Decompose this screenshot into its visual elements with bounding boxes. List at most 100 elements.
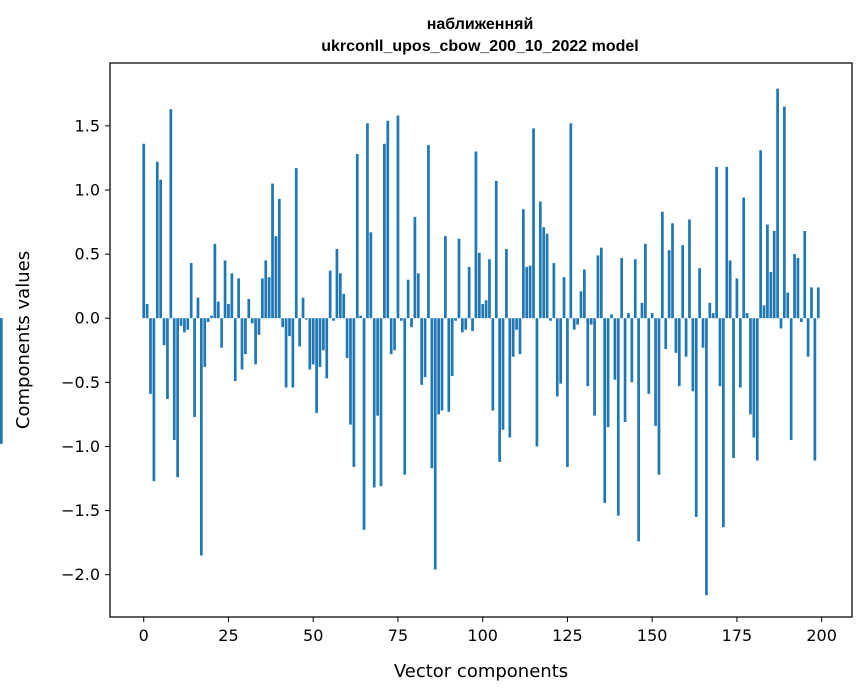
bar [722, 318, 725, 528]
bar [335, 248, 339, 319]
bar [603, 318, 607, 503]
bar [650, 313, 654, 319]
x-tick-label: 75 [388, 626, 408, 645]
x-tick-label: 125 [552, 626, 583, 645]
bar [705, 318, 708, 596]
bar [247, 298, 251, 319]
bar [813, 318, 817, 461]
bar [155, 161, 159, 319]
chart-title-line-2: ukrconll_upos_cbow_200_10_2022 model [321, 38, 638, 55]
bar [362, 318, 366, 530]
bar [427, 145, 430, 319]
bar [474, 151, 478, 319]
bar [772, 231, 776, 319]
bar [525, 266, 529, 319]
y-tick-label: 0.0 [75, 309, 100, 328]
bar [433, 318, 437, 570]
bar [532, 128, 535, 319]
bar [708, 302, 712, 319]
bar [257, 318, 261, 335]
bar [569, 123, 573, 319]
bar [338, 273, 342, 319]
bar [508, 318, 512, 438]
bar [562, 277, 566, 319]
bar [440, 318, 444, 411]
y-tick-label: −1.0 [61, 437, 100, 456]
bar [745, 313, 749, 319]
bar [572, 318, 576, 330]
bar [189, 263, 193, 319]
bar [376, 318, 379, 416]
bar [477, 252, 481, 319]
bar [277, 198, 281, 319]
bar [786, 292, 790, 319]
bar [599, 247, 603, 319]
y-axis-label: Components values [13, 251, 34, 429]
bar [250, 318, 254, 324]
bar [647, 318, 651, 394]
bar [383, 143, 386, 319]
bar [725, 166, 729, 319]
bar [793, 254, 796, 319]
bar [511, 318, 515, 357]
bar [674, 318, 678, 353]
x-tick-label: 50 [303, 626, 323, 645]
bar [227, 304, 230, 319]
bar [796, 257, 800, 319]
bar [308, 318, 312, 370]
bar [457, 238, 461, 319]
bar [423, 318, 427, 378]
bar [799, 318, 803, 323]
bar [298, 318, 302, 347]
bar [244, 318, 247, 355]
bar [694, 318, 698, 517]
bar [399, 318, 403, 321]
bar [291, 318, 295, 388]
bar [505, 248, 508, 319]
bar [783, 106, 786, 319]
bar [522, 209, 525, 319]
bar [230, 273, 234, 319]
bar [701, 318, 705, 348]
bar [0, 318, 3, 444]
bar [589, 318, 593, 325]
bar [671, 223, 674, 319]
bar [233, 318, 237, 382]
bar [691, 318, 695, 392]
bar [583, 269, 586, 319]
x-axis-label: Vector components [394, 661, 568, 682]
bar [664, 318, 668, 349]
bar [325, 318, 329, 379]
x-tick-label: 150 [637, 626, 668, 645]
bar [481, 304, 485, 319]
bar [538, 201, 542, 319]
bar [620, 257, 624, 319]
bar [240, 318, 244, 370]
bar [393, 318, 396, 351]
bar [718, 318, 722, 387]
bar [596, 255, 600, 319]
bar [406, 279, 410, 319]
bar [284, 318, 288, 388]
bar [518, 318, 522, 355]
bar [183, 318, 186, 333]
bar [806, 318, 810, 357]
y-axis-ticks: −2.0 −1.5 −1.0 −0.5 0.0 0.5 1.0 1.5 [61, 116, 110, 584]
bar [667, 250, 671, 319]
bar [742, 197, 746, 319]
bar [369, 232, 373, 319]
bar [749, 318, 752, 415]
bar [752, 318, 756, 438]
bar [203, 318, 207, 367]
bar [542, 227, 546, 319]
bar [213, 243, 217, 319]
bar [803, 231, 807, 319]
bar [637, 318, 640, 542]
bar [779, 318, 783, 329]
bar [549, 318, 552, 321]
x-tick-label: 25 [218, 626, 238, 645]
x-tick-label: 100 [467, 626, 498, 645]
bar [372, 318, 376, 488]
bar [210, 315, 213, 319]
